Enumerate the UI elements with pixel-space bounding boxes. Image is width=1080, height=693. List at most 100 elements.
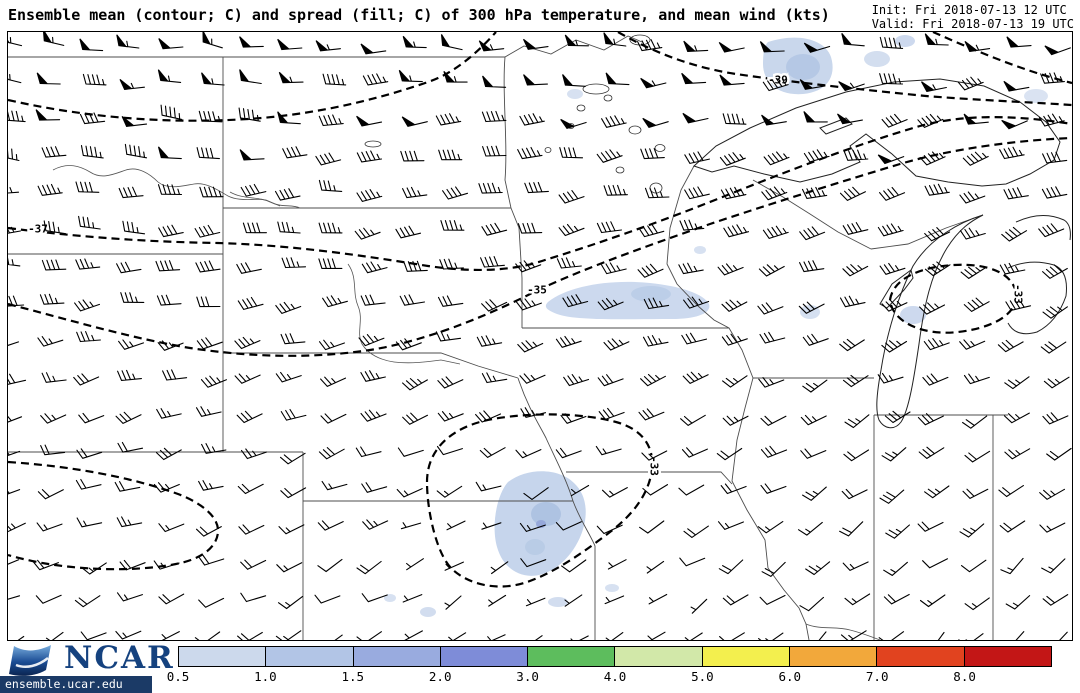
wind-barb [275,371,302,383]
wind-barb [1001,226,1028,242]
wind-barb [481,522,502,530]
wind-barb [843,449,870,462]
wind-barb [519,113,545,126]
wind-barb [960,559,987,573]
wind-barb [1040,341,1067,354]
wind-barb [237,296,264,310]
wind-barb [402,594,423,603]
wind-barb [240,183,267,197]
wind-barb [722,594,749,606]
wind-barb [999,520,1026,533]
wind-barb [595,445,622,456]
contour-label: -33 [648,456,661,476]
wind-barb [881,340,908,353]
wind-barb [883,561,908,576]
wind-barb [198,597,225,608]
wind-barb [402,378,428,391]
wind-barb [800,414,827,426]
colorbar-tick-label: 1.5 [341,669,365,684]
wind-barb [355,446,382,458]
wind-barb [481,222,508,236]
wind-barb [402,186,428,199]
wind-barb [879,489,905,504]
wind-barb [116,516,143,528]
wind-barb [761,561,786,577]
wind-barb [8,373,27,385]
wind-barb [75,478,102,490]
wind-barb [116,592,143,602]
wind-barb [964,597,990,611]
wind-barb [1042,151,1068,164]
wind-barb [842,561,869,571]
wind-barb [437,411,464,422]
wind-barb [476,335,503,347]
wind-barb [279,452,306,465]
wind-barb [962,151,989,166]
wind-barb [82,73,107,86]
wind-barb [525,597,546,607]
wind-barb [1059,631,1068,640]
wind-barb [646,560,665,574]
wind-barb [843,149,869,161]
wind-barb [683,525,709,538]
wind-barb [596,221,623,234]
wind-barb [840,630,867,640]
wind-barb [157,69,182,83]
wind-barb [487,634,506,640]
spread-fill-patches [384,35,1048,617]
wind-barb [8,257,21,267]
wind-barb [959,339,986,350]
wind-barb [959,227,986,240]
wind-barb [683,296,710,309]
wind-barb [198,110,223,123]
wind-barb [8,73,22,84]
wind-barb [318,447,345,460]
wind-barb [237,631,263,640]
wind-barb [644,187,670,199]
wind-barb [161,631,180,640]
wind-barb [240,559,267,570]
wind-barb [281,257,307,269]
wind-barb [1042,264,1068,279]
wind-barb [318,258,343,269]
wind-barb [637,39,663,52]
wind-barb [317,558,343,573]
wind-barb [280,333,306,345]
wind-barb [435,113,462,126]
wind-barb [638,224,665,238]
wind-barb [597,298,624,311]
wind-barb [839,295,866,308]
wind-barb [959,191,986,204]
ncar-wordmark: NCAR [64,640,175,676]
wind-barb [200,375,227,388]
wind-barb [798,301,825,314]
wind-barb [236,262,262,274]
wind-barb [155,447,182,461]
wind-barb [760,483,787,494]
wind-barb [237,483,264,495]
wind-barb [360,294,386,306]
wind-barb [480,256,505,268]
wind-barb [360,43,387,55]
wind-barb [517,222,543,234]
wind-barb [157,146,182,160]
wind-barb [8,450,21,457]
wind-barb [555,447,582,459]
wind-barb [75,258,101,270]
wind-barb [878,631,905,640]
wind-barb [562,74,586,87]
wind-barb [963,297,990,312]
wind-barb [877,223,904,237]
wind-barb [475,410,502,423]
wind-barb [639,520,665,534]
wind-barb [277,221,301,234]
wind-barb [1038,223,1065,238]
wind-barb [917,521,944,532]
colorbar-tick-label: 0.5 [166,669,190,684]
wind-barb [515,449,542,459]
wind-barb [79,112,106,125]
wind-barb [322,73,347,86]
wind-barb [760,445,788,458]
wind-barb [79,38,104,52]
wind-barb [240,592,267,603]
